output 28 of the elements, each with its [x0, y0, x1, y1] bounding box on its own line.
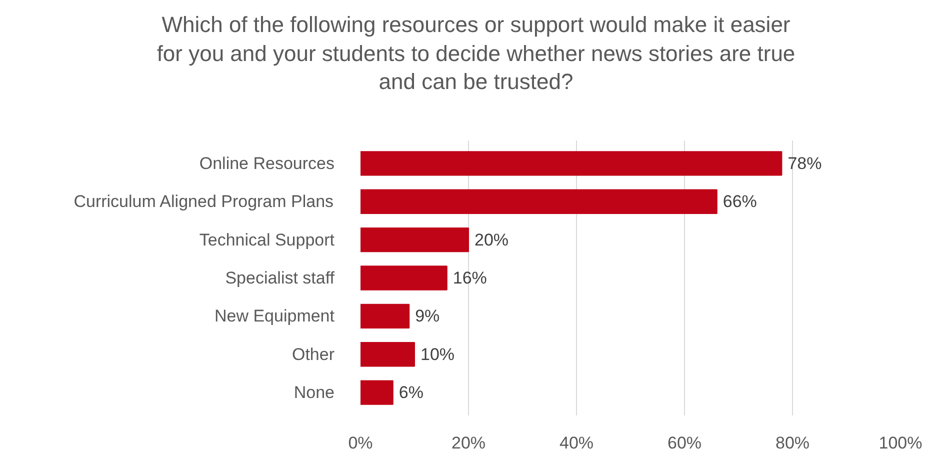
y-tick-label: Online Resources — [199, 154, 335, 173]
data-label: 9% — [415, 306, 440, 326]
x-tick-label: 100% — [878, 434, 922, 452]
data-label: 10% — [420, 344, 455, 364]
y-tick-label: Curriculum Aligned Program Plans — [74, 192, 334, 212]
bar — [360, 304, 410, 329]
x-tick-label: 0% — [348, 434, 373, 452]
y-tick-label: Other — [292, 344, 335, 364]
x-tick-label: 60% — [667, 434, 702, 452]
bar — [360, 266, 448, 290]
chart-title: Which of the following resources or support would make it easier for you and your students to decide whether news stories are true and can be trusted? — [156, 11, 796, 96]
y-tick-label: Specialist staff — [225, 268, 335, 288]
data-label: 66% — [722, 192, 757, 212]
bar — [360, 227, 469, 252]
x-tick-label: 40% — [559, 434, 594, 452]
bar — [360, 151, 782, 176]
data-label: 78% — [788, 154, 822, 173]
x-tick-label: 80% — [775, 434, 810, 452]
data-label: 6% — [398, 383, 424, 402]
y-tick-label: Technical Support — [199, 230, 335, 250]
data-label: 20% — [474, 230, 509, 250]
x-tick-label: 20% — [451, 434, 486, 452]
data-label: 16% — [452, 268, 487, 288]
y-tick-label: None — [294, 383, 334, 402]
bar — [360, 189, 718, 214]
bar — [360, 342, 415, 367]
bar — [360, 380, 394, 405]
y-tick-label: New Equipment — [214, 306, 335, 326]
